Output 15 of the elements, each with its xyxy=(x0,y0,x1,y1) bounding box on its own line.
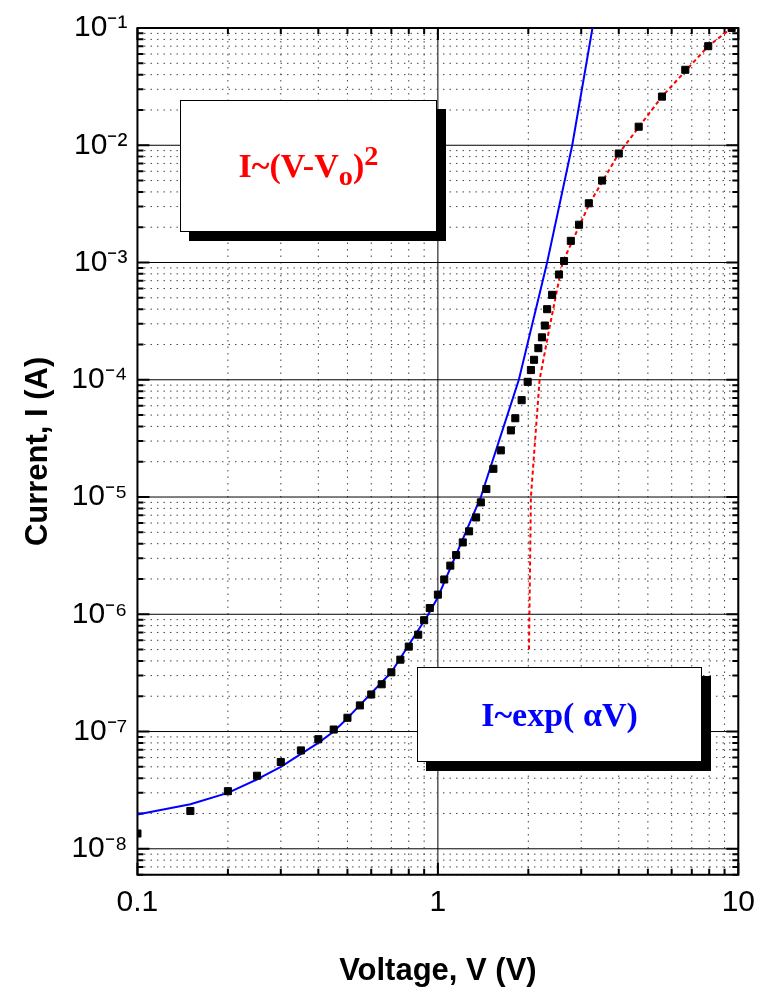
y-axis-title: Current, I (A) xyxy=(19,356,55,547)
y-tick-label: 10⁻⁸ xyxy=(71,830,128,864)
x-tick-label: 0.1 xyxy=(116,884,159,918)
y-tick-label: 10⁻⁶ xyxy=(71,595,128,629)
y-tick-label: 10⁻³ xyxy=(74,243,128,277)
annotation: I~(V-V$_{o}$)$^{2}$ xyxy=(238,139,379,193)
annotation: I~exp( αV) xyxy=(481,695,638,734)
x-axis-title: Voltage, V (V) xyxy=(339,951,537,987)
y-tick-label: 10⁻² xyxy=(74,126,128,160)
y-tick-label: 10⁻¹ xyxy=(74,9,128,43)
y-tick-label: 10⁻⁴ xyxy=(71,361,128,395)
x-tick-label: 10 xyxy=(721,884,755,918)
y-tick-label: 10⁻⁷ xyxy=(73,712,128,746)
y-tick-label: 10⁻⁵ xyxy=(71,478,128,512)
x-tick-label: 1 xyxy=(429,884,447,918)
